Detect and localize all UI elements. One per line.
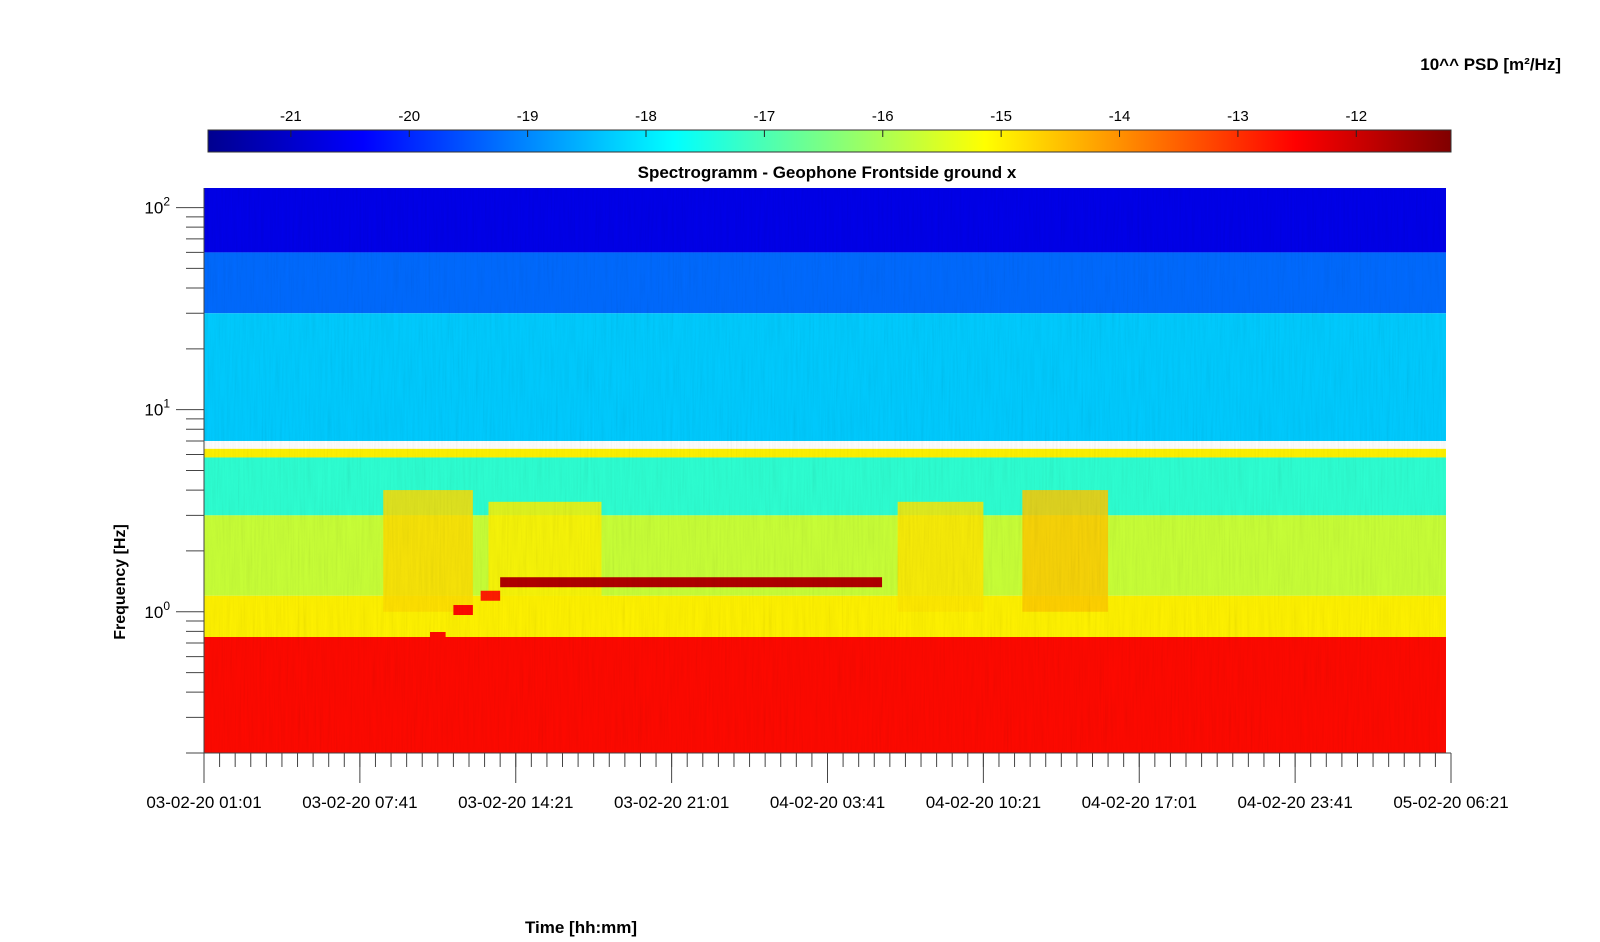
spectrogram-plot [204,188,1446,753]
x-tick-label: 04-02-20 10:21 [926,793,1041,812]
colorbar: -21 -20 -19 -18 -17 -16 -15 -14 -13 -12 [207,108,1452,153]
x-tick-label: 04-02-20 17:01 [1082,793,1197,812]
colorbar-tick-label: -13 [1227,108,1249,125]
colorbar-tick-label: -21 [280,108,302,125]
x-axis-label: Time [hh:mm] [525,918,637,937]
x-tick-label: 03-02-20 07:41 [302,793,417,812]
x-tick-label: 04-02-20 03:41 [770,793,885,812]
colorbar-ticks: -21 -20 -19 -18 -17 -16 -15 -14 -13 -12 [207,108,1452,153]
colorbar-tick-label: -20 [398,108,420,125]
colorbar-tick-label: -17 [754,108,776,125]
x-tick-label: 03-02-20 14:21 [458,793,573,812]
colorbar-tick-label: -16 [872,108,894,125]
x-tick-label: 03-02-20 01:01 [146,793,261,812]
colorbar-label: 10^^ PSD [m²/Hz] [1420,55,1561,74]
x-tick-label: 03-02-20 21:01 [614,793,729,812]
colorbar-tick-label: -12 [1345,108,1367,125]
x-tick-label: 05-02-20 06:21 [1393,793,1508,812]
spectrogram-noise-texture [204,188,1446,753]
y-tick-label: 101 [144,397,170,420]
colorbar-tick-label: -14 [1109,108,1131,125]
colorbar-tick-label: -18 [635,108,657,125]
colorbar-frame [207,129,1452,153]
y-tick-label: 102 [144,195,170,218]
x-tick-label: 04-02-20 23:41 [1237,793,1352,812]
colorbar-gradient [208,130,1451,152]
chart-title: Spectrogramm - Geophone Frontside ground… [638,163,1017,182]
y-axis: 100 101 102 [144,195,204,754]
y-axis-label: Frequency [Hz] [112,524,129,640]
colorbar-tick-label: -15 [990,108,1012,125]
x-axis: 03-02-20 01:01 03-02-20 07:41 03-02-20 14:… [146,753,1509,812]
colorbar-tick-label: -19 [517,108,539,125]
y-tick-label: 100 [144,599,170,622]
